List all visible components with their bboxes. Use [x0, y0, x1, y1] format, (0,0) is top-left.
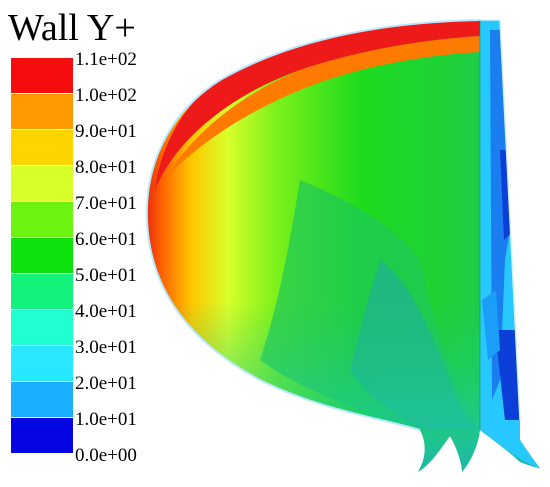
legend-swatch-6 [11, 238, 73, 273]
legend-tick: 6.0e+01 [75, 229, 137, 250]
legend-swatch-7 [11, 274, 73, 309]
legend-swatch-2 [11, 94, 73, 129]
legend-tick: 1.1e+02 [75, 49, 137, 70]
legend-swatch-10 [11, 382, 73, 417]
legend-swatch-9 [11, 346, 73, 381]
legend-tick: 5.0e+01 [75, 265, 137, 286]
legend-tick: 0.0e+00 [75, 445, 137, 466]
legend-swatch-1 [11, 58, 73, 93]
legend-swatch-8 [11, 310, 73, 345]
legend-swatch-5 [11, 202, 73, 237]
legend-tick: 7.0e+01 [75, 193, 137, 214]
legend-tick: 8.0e+01 [75, 157, 137, 178]
legend-tick: 2.0e+01 [75, 373, 137, 394]
blade-tip-edge [480, 19, 521, 421]
legend-title: Wall Y+ [8, 7, 136, 49]
blade-outline [145, 19, 481, 431]
legend-tick: 3.0e+01 [75, 337, 137, 358]
legend-swatch-11 [11, 418, 73, 453]
legend-tick: 4.0e+01 [75, 301, 137, 322]
legend-tick: 1.0e+02 [75, 85, 137, 106]
legend-tick: 1.0e+01 [75, 409, 137, 430]
legend-swatch-4 [11, 166, 73, 201]
legend-swatch-3 [11, 130, 73, 165]
legend-tick: 9.0e+01 [75, 121, 137, 142]
